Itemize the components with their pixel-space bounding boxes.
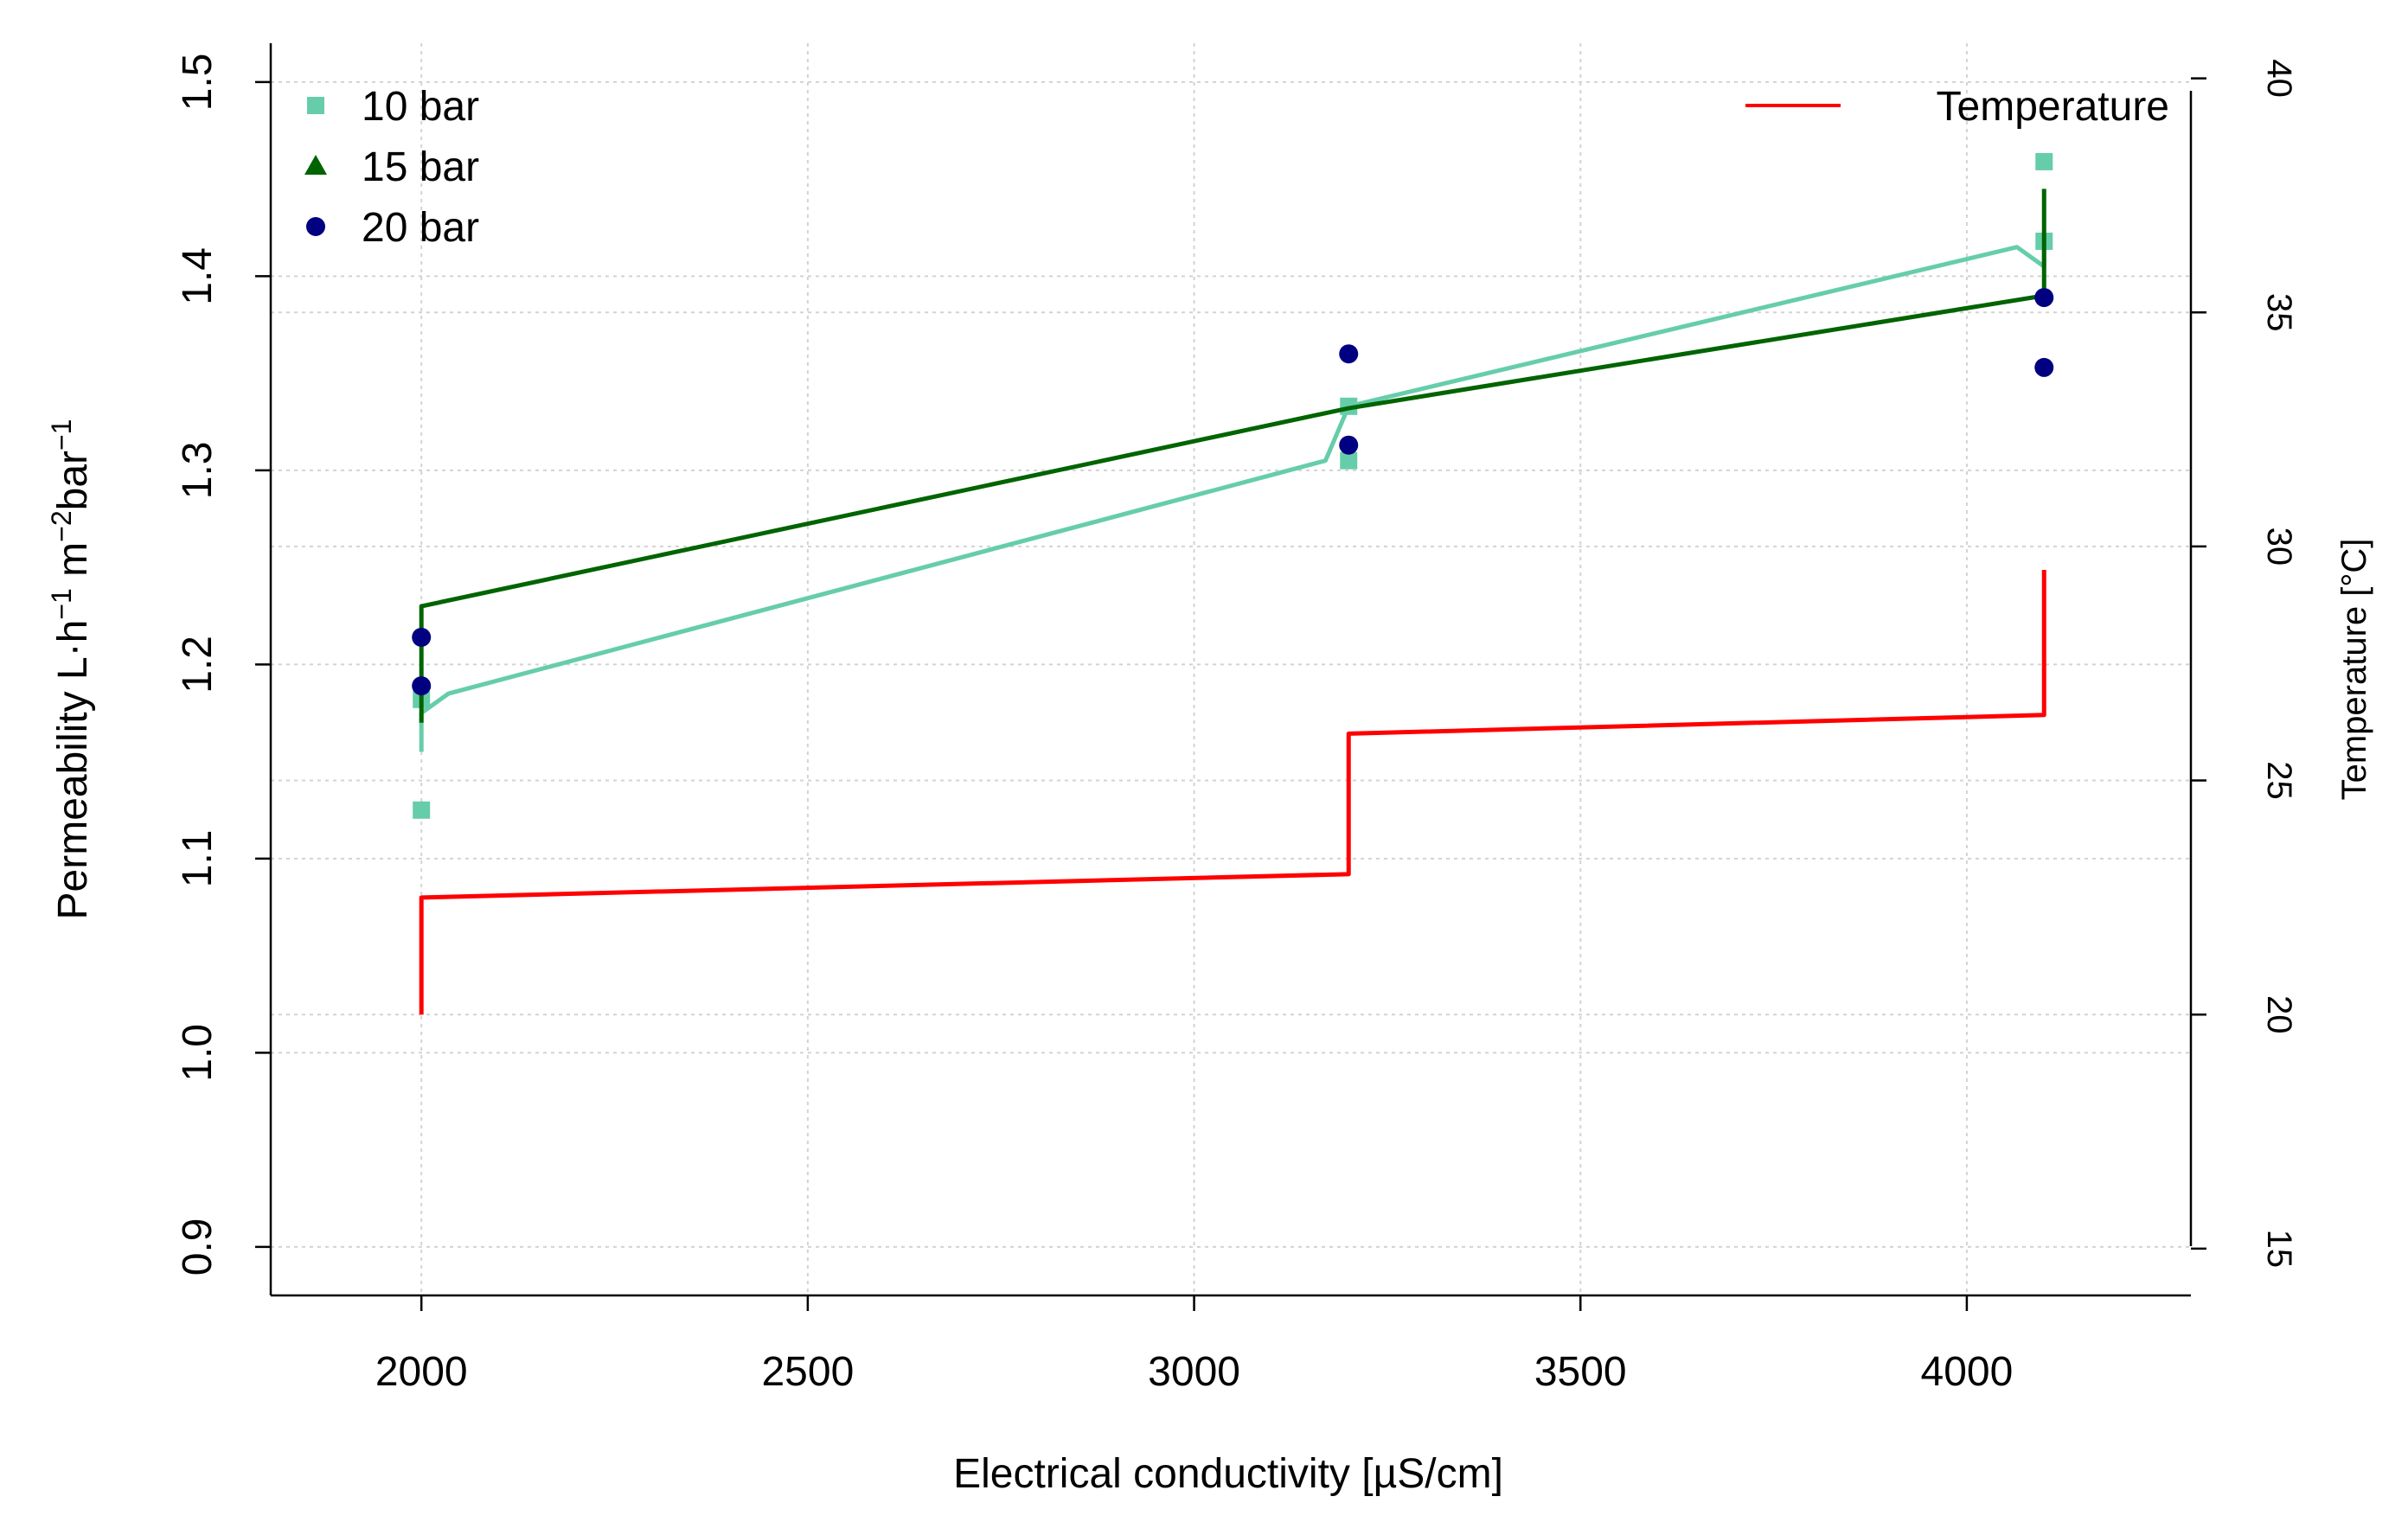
point-20-bar: [1339, 344, 1359, 364]
legend-left: 10 bar 15 bar 20 bar: [304, 84, 479, 251]
point-20-bar: [412, 676, 432, 696]
line-temperature: [419, 569, 2046, 1015]
legend-marker-square: [307, 97, 324, 114]
y-tick-label: 1.5: [175, 54, 221, 112]
series-20-bar: [412, 288, 2054, 696]
y2-axis-label: Temperature [°C]: [2335, 539, 2373, 801]
y-label-exponent: −1: [46, 419, 77, 451]
y-label-exponent: −2: [46, 510, 77, 541]
series-10-bar: [413, 152, 2053, 819]
legend-marker-triangle: [304, 155, 327, 175]
y2-tick-label: 20: [2260, 995, 2298, 1034]
y-tick-label: 1.1: [175, 830, 221, 888]
y-label-exponent: −1: [46, 588, 77, 619]
line-10-bar: [419, 240, 2046, 752]
legend-label: 20 bar: [362, 205, 479, 251]
legend-label: 15 bar: [362, 144, 479, 190]
point-10-bar: [2035, 152, 2053, 170]
legend-label: 10 bar: [362, 84, 479, 130]
y2-tick-label: 30: [2260, 528, 2298, 566]
point-20-bar: [2034, 357, 2054, 377]
tick-layer: 2000 2500 3000 3500 4000 0.9 1.0 1.1 1.2 1.3 1.4 1.…: [175, 54, 2298, 1395]
line-15-bar: [419, 189, 2046, 723]
point-10-bar: [413, 801, 431, 819]
point-10-bar: [1340, 451, 1358, 470]
y-tick-label: 1.0: [175, 1024, 221, 1082]
y2-tick-label: 25: [2260, 761, 2298, 800]
y-label-part: Permeability L·h: [50, 620, 96, 920]
y2-tick-label: 40: [2260, 59, 2298, 98]
y2-tick-label: 35: [2260, 293, 2298, 332]
axes: [269, 43, 2193, 1297]
x-tick-label: 2500: [761, 1349, 854, 1395]
point-20-bar: [1339, 435, 1359, 455]
x-axis-label: Electrical conductivity [µS/cm]: [953, 1451, 1503, 1497]
y-axis-label: Permeability L·h−1 m−2bar−1: [46, 419, 96, 920]
y-tick-label: 1.4: [175, 247, 221, 305]
y-tick-label: 1.2: [175, 636, 221, 694]
legend-label: Temperature: [1937, 84, 2169, 130]
y-tick-label: 1.3: [175, 442, 221, 500]
y-label-part: m: [50, 542, 96, 588]
legend-right: Temperature: [1745, 84, 2169, 130]
x-tick-label: 4000: [1921, 1349, 2014, 1395]
y-tick-label: 0.9: [175, 1218, 221, 1276]
series-layer: [412, 152, 2054, 1015]
grid-lines: [271, 43, 2191, 1295]
point-20-bar: [2034, 288, 2054, 308]
legend-marker-circle: [306, 217, 325, 236]
y2-tick-label: 15: [2260, 1230, 2298, 1269]
series-15-bar: [419, 189, 2046, 723]
x-tick-label: 2000: [375, 1349, 468, 1395]
point-20-bar: [412, 627, 432, 647]
y-label-part: bar: [50, 451, 96, 510]
series-temperature: [419, 569, 2046, 1015]
x-tick-label: 3000: [1148, 1349, 1240, 1395]
x-tick-label: 3500: [1534, 1349, 1627, 1395]
